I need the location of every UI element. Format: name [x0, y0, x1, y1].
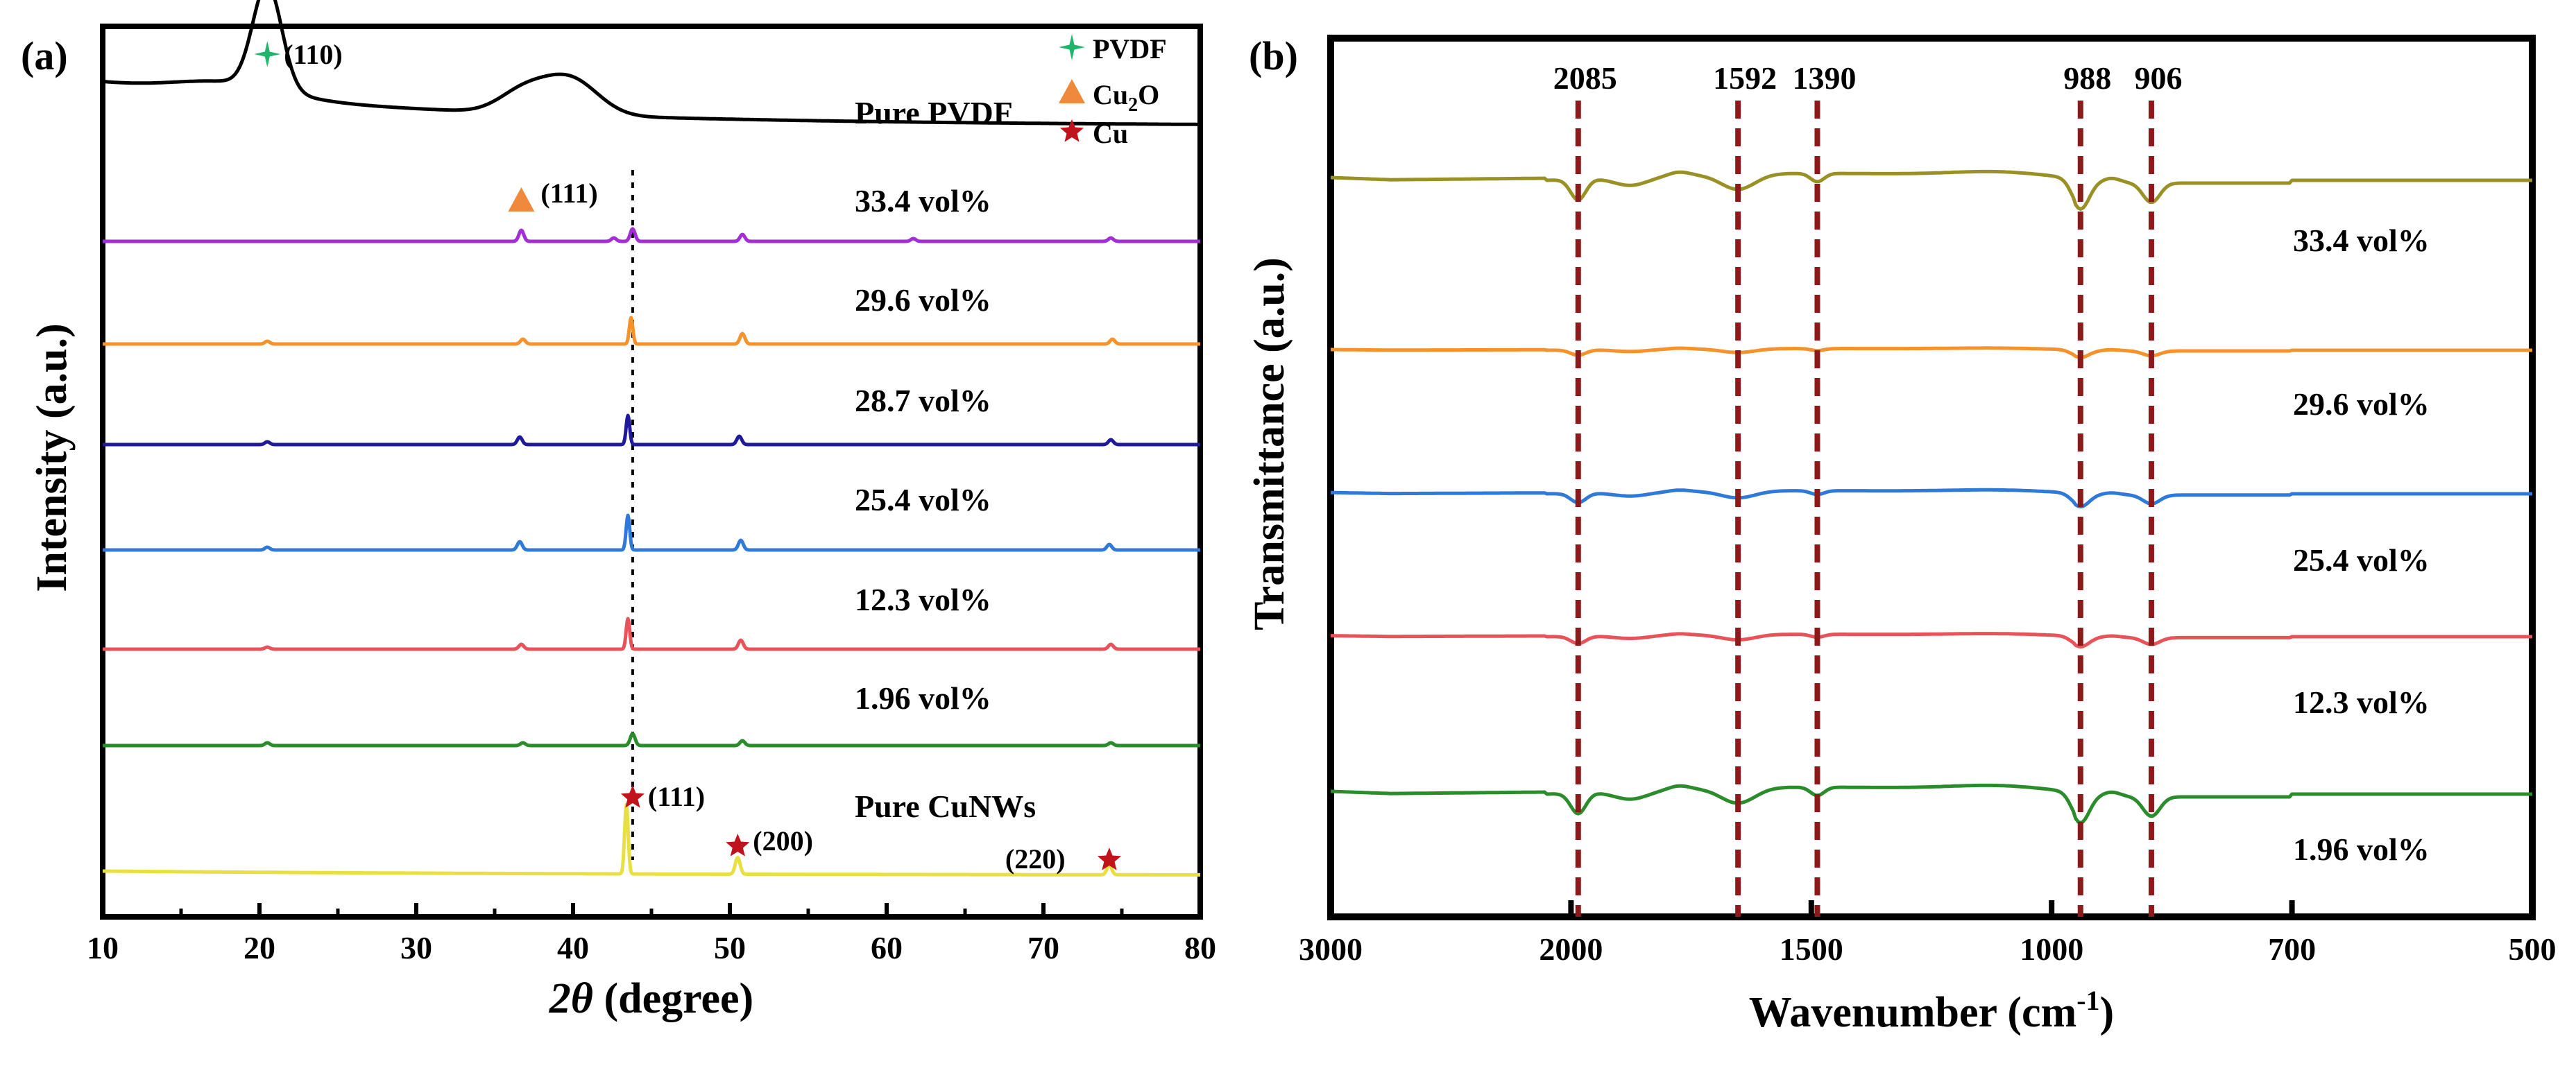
panel-b-y-axis-label: Transmittance (a.u.) — [1246, 257, 1293, 630]
xrd-curve-33-4-vol- — [101, 227, 1202, 243]
ftir-series-label: 33.4 vol% — [2293, 223, 2430, 258]
x-tick-label: 1500 — [1780, 931, 1843, 967]
xrd-series-label: Pure CuNWs — [855, 789, 1036, 824]
peak-annotation: (110) — [284, 39, 342, 70]
xrd-curve-12-3-vol- — [101, 617, 1202, 651]
peak-annotation: (111) — [540, 178, 597, 209]
x-axis-unit: (degree) — [593, 975, 753, 1022]
ftir-curve-29-6-vol- — [1331, 346, 2532, 359]
x-tick-label: 500 — [2509, 931, 2557, 967]
panel-b-plot-frame — [1327, 35, 2536, 920]
x-axis-wavenumber: Wavenumber (cm — [1749, 989, 2076, 1036]
xrd-series-label: 1.96 vol% — [855, 680, 991, 716]
xrd-curve-25-4-vol- — [101, 513, 1202, 552]
reference-line-label: 906 — [2134, 60, 2182, 96]
x-tick-label: 1000 — [2020, 931, 2083, 967]
x-axis-close-paren: ) — [2100, 989, 2115, 1036]
xrd-series-label: 28.7 vol% — [855, 383, 991, 418]
ftir-curve-1-96-vol- — [1330, 783, 2532, 825]
xrd-curve-pure-pvdf — [101, 0, 1202, 126]
panel-a-label: (a) — [21, 33, 68, 78]
legend-suffix: O — [1138, 79, 1159, 110]
xrd-curve-28-7-vol- — [101, 413, 1202, 447]
legend-label: Cu2O — [1093, 79, 1159, 116]
legend-label: PVDF — [1093, 33, 1167, 64]
peak-annotation: (111) — [648, 781, 705, 812]
star-marker-icon — [1097, 848, 1121, 870]
triangle-marker-icon — [508, 187, 535, 212]
legend-star-icon — [1059, 119, 1084, 142]
reference-line-label: 1592 — [1713, 60, 1777, 96]
x-tick-label: 70 — [1027, 930, 1059, 965]
xrd-series-label: 33.4 vol% — [855, 183, 991, 218]
xrd-series-label: 12.3 vol% — [855, 582, 991, 617]
x-tick-label: 50 — [714, 930, 746, 965]
panel-a-y-axis-label: Intensity (a.u.) — [28, 323, 76, 592]
x-tick-label: 40 — [557, 930, 589, 965]
x-tick-label: 2000 — [1539, 931, 1603, 967]
ftir-series-label: 29.6 vol% — [2293, 386, 2430, 422]
legend-label: Cu — [1093, 118, 1128, 149]
x-tick-label: 3000 — [1299, 931, 1363, 967]
panel-a-xrd-chart: (a) Pure PVDF 33.4 vol% 29.6 vol% 28.7 vol%… — [21, 0, 1216, 1022]
xrd-series-label: 25.4 vol% — [855, 482, 991, 517]
ftir-series-label: 25.4 vol% — [2293, 542, 2430, 578]
x-axis-theta: 2θ — [549, 975, 593, 1022]
peak-annotation: (220) — [1005, 843, 1066, 875]
xrd-curve-pure-cunws — [101, 802, 1202, 877]
x-tick-label: 80 — [1184, 930, 1216, 965]
reference-line-label: 1390 — [1792, 60, 1856, 96]
xrd-curve-29-6-vol- — [101, 316, 1202, 346]
peak-annotation: (200) — [753, 825, 813, 857]
ftir-series-label: 1.96 vol% — [2293, 832, 2430, 867]
ftir-curve-25-4-vol- — [1330, 488, 2532, 509]
ftir-series-label: 12.3 vol% — [2293, 685, 2430, 720]
star-marker-icon — [620, 785, 645, 808]
legend-subscript: 2 — [1128, 94, 1138, 116]
x-tick-label: 10 — [87, 930, 119, 965]
plus-star-marker-icon — [254, 41, 281, 67]
ftir-curve-33-4-vol- — [1330, 169, 2532, 211]
x-axis-unit-superscript: -1 — [2076, 985, 2099, 1016]
panel-a-x-axis-label: 2θ (degree) — [549, 975, 753, 1022]
x-tick-label: 30 — [400, 930, 432, 965]
xrd-curve-1-96-vol- — [101, 732, 1202, 748]
panel-b-x-axis-label: Wavenumber (cm-1) — [1749, 985, 2114, 1036]
x-tick-label: 60 — [871, 930, 903, 965]
xrd-series-label: 29.6 vol% — [855, 282, 991, 318]
x-tick-label: 700 — [2268, 931, 2316, 967]
panel-b-label: (b) — [1249, 33, 1298, 78]
star-marker-icon — [726, 834, 750, 857]
ftir-curve-12-3-vol- — [1331, 632, 2532, 648]
reference-line-label: 988 — [2063, 60, 2111, 96]
legend-plus-star-icon — [1059, 34, 1085, 60]
xrd-series-label: Pure PVDF — [855, 95, 1013, 130]
reference-line-label: 2085 — [1553, 60, 1617, 96]
legend-triangle-icon — [1059, 79, 1085, 103]
panel-b-ftir-chart: (b) 2085 1592 1390 988 906 33.4 vol% 29.6 vol… — [1246, 33, 2557, 1036]
x-tick-label: 20 — [244, 930, 275, 965]
